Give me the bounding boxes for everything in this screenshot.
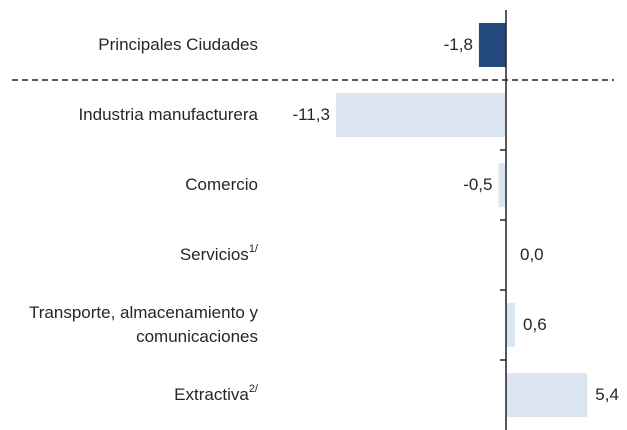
value-label: -0,5 bbox=[463, 175, 493, 194]
category-text: Industria manufacturera bbox=[78, 105, 258, 124]
bar bbox=[506, 303, 516, 347]
bar bbox=[335, 93, 506, 137]
footnote-marker: 1/ bbox=[248, 243, 258, 255]
value-label: 0,0 bbox=[520, 245, 544, 264]
category-text: Extractiva bbox=[174, 385, 249, 404]
category-text: Transporte, almacenamiento y comunicacio… bbox=[29, 303, 258, 346]
value-label: 0,6 bbox=[523, 315, 547, 334]
value-label: -11,3 bbox=[292, 105, 330, 124]
bar bbox=[498, 163, 506, 207]
category-label: Principales Ciudades bbox=[8, 33, 258, 57]
category-text: Principales Ciudades bbox=[98, 35, 258, 54]
category-text: Servicios bbox=[179, 245, 249, 264]
category-label: Comercio bbox=[8, 173, 258, 197]
category-label: Transporte, almacenamiento y comunicacio… bbox=[8, 301, 258, 349]
category-label: Extractiva2/ bbox=[8, 383, 258, 407]
category-text: Comercio bbox=[185, 175, 258, 194]
bar bbox=[506, 373, 588, 417]
footnote-marker: 2/ bbox=[248, 383, 258, 395]
value-label: -1,8 bbox=[443, 35, 473, 54]
category-label: Servicios1/ bbox=[8, 243, 258, 267]
category-label: Industria manufacturera bbox=[8, 103, 258, 127]
bar bbox=[478, 23, 506, 67]
value-label: 5,4 bbox=[595, 385, 619, 404]
